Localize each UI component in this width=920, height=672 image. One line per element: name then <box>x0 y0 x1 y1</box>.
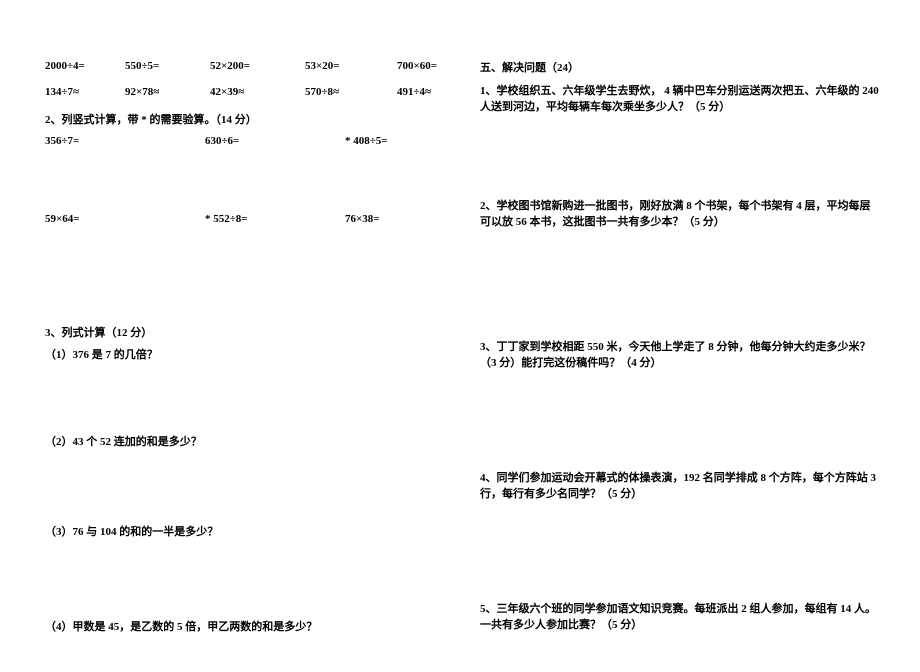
expr: 356÷7= <box>45 135 205 147</box>
expr: 700×60= <box>397 60 437 72</box>
section-5-title: 五、解决问题（24） <box>480 60 880 77</box>
expr: 570÷8≈ <box>305 86 397 98</box>
arith-row-1: 2000÷4= 550÷5= 52×200= 53×20= 700×60= <box>45 60 440 72</box>
expr: 52×200= <box>210 60 305 72</box>
vert-row-2: 59×64= * 552÷8= 76×38= <box>45 213 440 225</box>
expr: 92×78≈ <box>125 86 210 98</box>
section-3-title: 3、列式计算（12 分） <box>45 325 440 342</box>
problem-5: 5、三年级六个班的同学参加语文知识竞赛。每班派出 2 组人参加，每组有 14 人… <box>480 601 880 634</box>
expr: 630÷6= <box>205 135 345 147</box>
question-1: （1）376 是 7 的几倍？ <box>45 347 440 364</box>
problem-2: 2、学校图书馆新购进一批图书，刚好放满 8 个书架，每个书架有 4 层，平均每层… <box>480 198 880 231</box>
expr: 53×20= <box>305 60 397 72</box>
expr: 2000÷4= <box>45 60 125 72</box>
expr: 76×38= <box>345 213 380 225</box>
arith-row-2: 134÷7≈ 92×78≈ 42×39≈ 570÷8≈ 491÷4≈ <box>45 86 440 98</box>
question-4: （4）甲数是 45，是乙数的 5 倍，甲乙两数的和是多少？ <box>45 619 440 636</box>
left-column: 2000÷4= 550÷5= 52×200= 53×20= 700×60= 13… <box>0 0 460 672</box>
expr: * 552÷8= <box>205 213 345 225</box>
expr: 42×39≈ <box>210 86 305 98</box>
problem-3: 3、丁丁家到学校相距 550 米，今天他上学走了 8 分钟，他每分钟大约走多少米… <box>480 339 880 372</box>
expr: 491÷4≈ <box>397 86 431 98</box>
expr: 59×64= <box>45 213 205 225</box>
question-2: （2）43 个 52 连加的和是多少？ <box>45 434 440 451</box>
vert-row-1: 356÷7= 630÷6= * 408÷5= <box>45 135 440 147</box>
expr: 134÷7≈ <box>45 86 125 98</box>
section-2-title: 2、列竖式计算，带 * 的需要验算。（14 分） <box>45 112 440 129</box>
right-column: 五、解决问题（24） 1、学校组织五、六年级学生去野炊， 4 辆中巴车分别运送两… <box>460 0 920 672</box>
question-3: （3）76 与 104 的和的一半是多少？ <box>45 524 440 541</box>
expr: * 408÷5= <box>345 135 388 147</box>
problem-1: 1、学校组织五、六年级学生去野炊， 4 辆中巴车分别运送两次把五、六年级的 24… <box>480 83 880 116</box>
problem-4: 4、同学们参加运动会开幕式的体操表演，192 名同学排成 8 个方阵，每个方阵站… <box>480 470 880 503</box>
expr: 550÷5= <box>125 60 210 72</box>
